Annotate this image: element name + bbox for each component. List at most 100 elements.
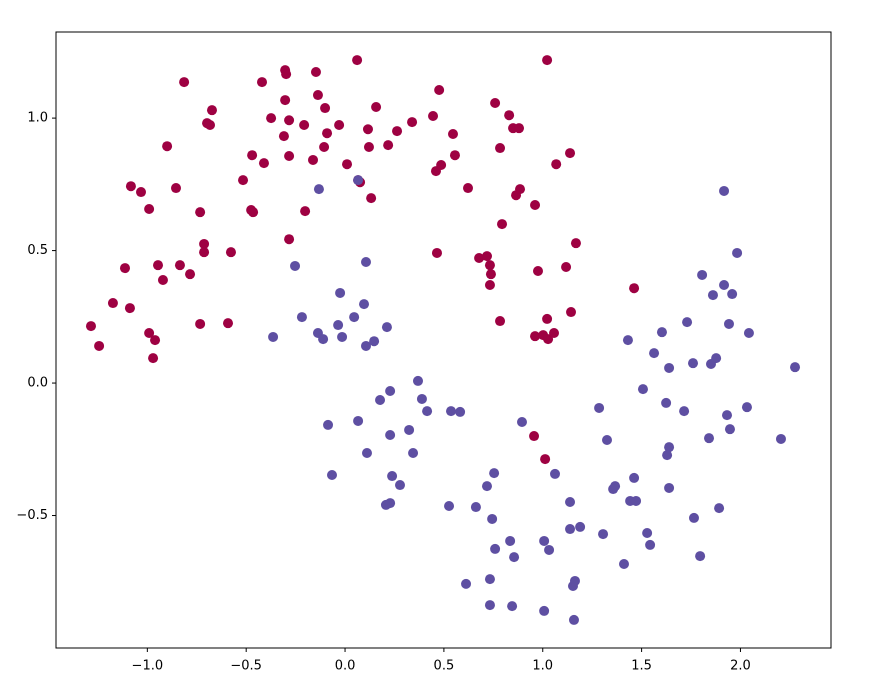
point: [490, 543, 501, 554]
point: [362, 124, 373, 135]
point: [732, 247, 743, 258]
point: [610, 481, 621, 492]
point: [711, 353, 722, 364]
point: [94, 340, 105, 351]
point: [722, 410, 733, 421]
point: [290, 260, 301, 271]
point: [361, 256, 371, 267]
point: [707, 290, 718, 301]
point: [565, 524, 576, 535]
point: [724, 424, 735, 435]
point: [342, 159, 353, 170]
point: [431, 247, 442, 258]
point: [171, 183, 182, 194]
point: [516, 417, 527, 428]
point: [153, 260, 164, 271]
point: [385, 429, 396, 440]
point: [266, 113, 277, 124]
point: [539, 535, 550, 546]
point: [353, 415, 364, 426]
point: [322, 128, 333, 139]
point: [369, 336, 380, 347]
point: [561, 262, 572, 273]
point: [404, 424, 415, 435]
point: [461, 578, 472, 589]
point: [352, 55, 363, 66]
point: [530, 200, 541, 211]
point: [622, 335, 633, 346]
point: [280, 95, 291, 106]
point: [594, 402, 605, 413]
point: [714, 503, 725, 514]
point: [195, 318, 206, 329]
point: [199, 247, 210, 258]
point: [679, 406, 690, 417]
point: [318, 334, 329, 345]
point: [484, 280, 495, 291]
point: [697, 269, 708, 280]
point: [645, 539, 656, 550]
point: [319, 141, 330, 152]
point: [353, 175, 364, 186]
point: [629, 283, 640, 294]
x-tick-label: −1.0: [132, 659, 164, 674]
point: [727, 289, 738, 300]
point: [629, 472, 640, 483]
point: [366, 193, 377, 204]
point: [743, 327, 754, 338]
point: [334, 119, 345, 130]
x-tick-label: 1.0: [532, 659, 553, 674]
point: [664, 362, 675, 373]
point: [568, 614, 579, 625]
point: [312, 90, 323, 101]
point: [238, 175, 249, 186]
point: [515, 184, 526, 195]
point: [507, 601, 518, 612]
point: [484, 260, 495, 271]
point: [719, 185, 730, 196]
point: [637, 384, 648, 395]
point: [481, 481, 492, 492]
point: [422, 406, 433, 417]
point: [359, 299, 370, 310]
point: [225, 247, 236, 258]
point: [136, 187, 147, 198]
point: [688, 358, 699, 369]
point: [656, 327, 667, 338]
point: [549, 327, 560, 338]
point: [540, 454, 551, 465]
point: [162, 141, 173, 152]
point: [284, 234, 295, 245]
point: [296, 312, 307, 323]
point: [407, 117, 418, 128]
point: [664, 442, 675, 453]
point: [463, 183, 474, 194]
point: [539, 605, 550, 616]
y-tick-label: 1.0: [27, 111, 48, 126]
point: [284, 150, 295, 161]
point: [199, 238, 210, 249]
point: [375, 395, 386, 406]
point: [533, 265, 544, 276]
point: [474, 252, 485, 263]
point: [642, 528, 653, 539]
point: [484, 574, 495, 585]
point: [484, 600, 495, 611]
point: [223, 318, 234, 329]
point: [174, 260, 185, 271]
point: [310, 67, 321, 78]
point: [565, 148, 576, 159]
point: [363, 141, 374, 152]
x-tick-label: 2.0: [730, 659, 751, 674]
point: [349, 312, 360, 323]
point: [412, 375, 423, 386]
point: [489, 468, 500, 479]
point: [281, 69, 292, 80]
point: [514, 123, 525, 134]
point: [148, 353, 159, 364]
point: [631, 495, 642, 506]
point: [487, 513, 498, 524]
point: [157, 274, 168, 285]
point: [205, 119, 216, 130]
